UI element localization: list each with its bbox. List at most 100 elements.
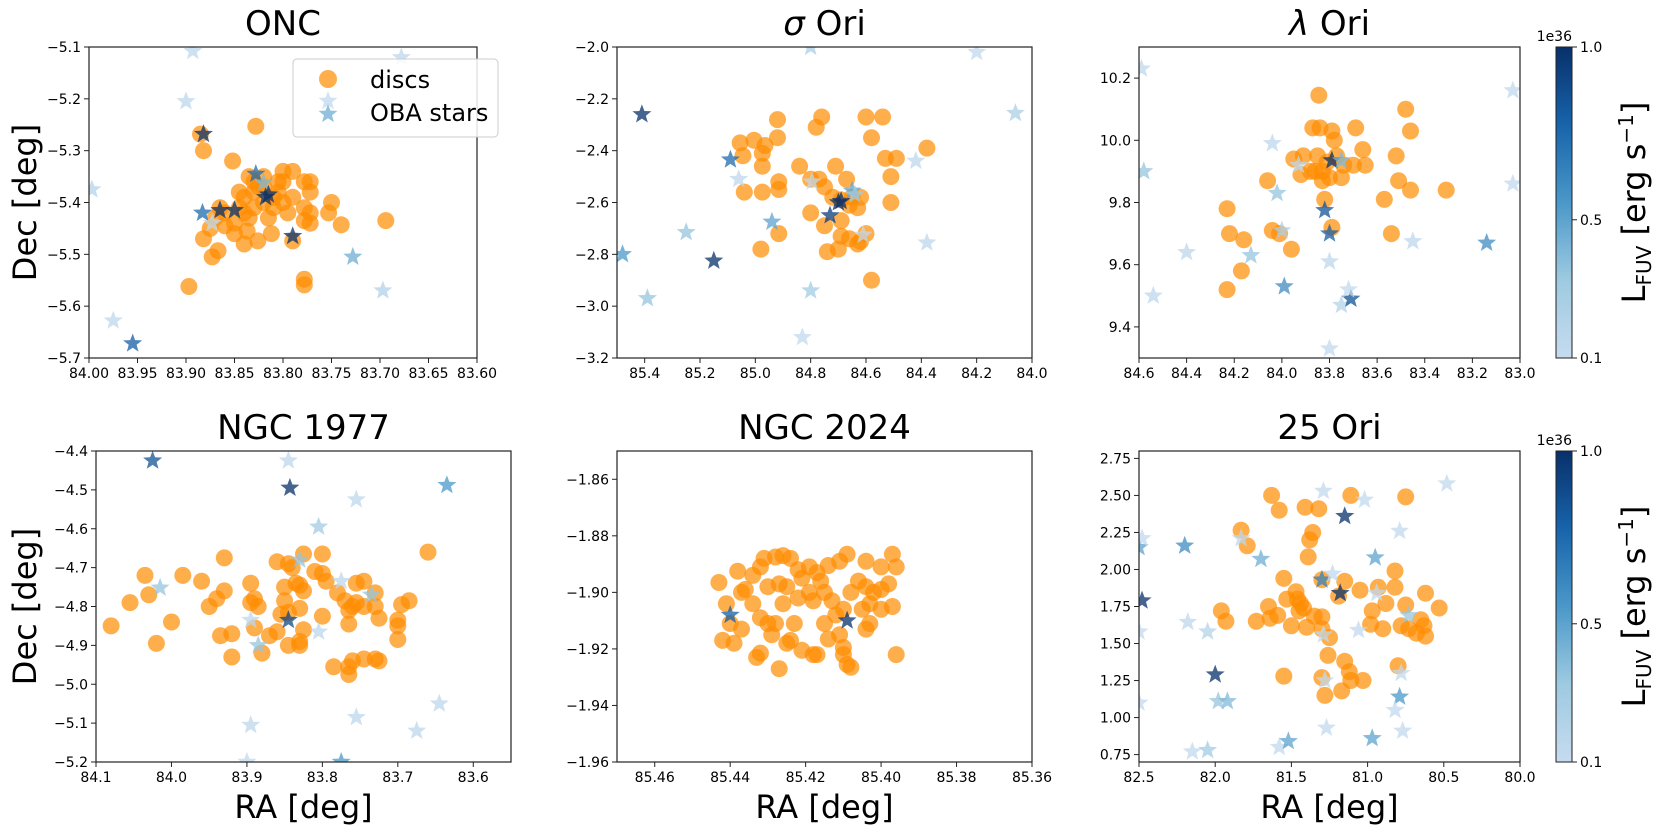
disc-point (1356, 156, 1374, 174)
oba-star-point (1139, 621, 1149, 640)
disc-point (313, 607, 331, 625)
oba-star-point (283, 226, 303, 245)
disc-point (1218, 281, 1236, 299)
disc-point (1325, 131, 1343, 149)
oba-star-point (1320, 251, 1339, 270)
disc-point (849, 199, 867, 217)
oba-star-point (1267, 183, 1287, 202)
panel-title: 25 Ori (1277, 408, 1381, 448)
disc-point (1282, 617, 1300, 635)
oba-star-point (1005, 103, 1025, 122)
colorbar-label-end: ] (1615, 506, 1653, 518)
disc-point (1417, 584, 1434, 602)
disc-point (865, 583, 882, 601)
x-tick-label: 83.80 (263, 366, 303, 382)
disc-point (1437, 181, 1455, 199)
x-tick-label: 85.2 (684, 366, 715, 382)
colorbar-offset-text: 1e36 (1537, 29, 1572, 45)
oba-star-point (1331, 295, 1351, 314)
y-tick-label: −4.8 (54, 600, 88, 616)
disc-point (733, 583, 750, 601)
x-tick-label: 80.0 (1504, 770, 1535, 786)
oba-star-point (837, 610, 857, 629)
y-tick-label: 2.00 (1100, 562, 1131, 578)
disc-point (782, 631, 799, 649)
legend-star-marker-light (318, 91, 338, 110)
disc-point (147, 634, 165, 652)
x-tick-label: 84.00 (69, 366, 109, 382)
disc-point (731, 134, 749, 152)
disc-point (1386, 562, 1404, 580)
disc-point (247, 117, 265, 135)
oba-star-point (1208, 691, 1228, 710)
y-tick-label: −5.6 (47, 299, 81, 315)
disc-point (1301, 531, 1319, 549)
data-points (102, 451, 457, 762)
colorbar-offset-text: 1e36 (1537, 433, 1572, 449)
x-tick-label: 84.0 (1016, 366, 1047, 382)
y-tick-label: 10.0 (1100, 133, 1131, 149)
disc-point (838, 545, 856, 563)
oba-star-point (1477, 232, 1497, 251)
oba-star-point (845, 184, 865, 203)
disc-point (1247, 612, 1265, 630)
oba-star-point (373, 280, 393, 299)
y-tick-label: −5.2 (54, 755, 88, 771)
disc-point (808, 646, 826, 664)
oba-star-point (1175, 535, 1195, 554)
y-tick-label: −2.0 (575, 40, 609, 56)
oba-star-point (429, 693, 449, 712)
oba-star-point (1198, 621, 1218, 640)
disc-point (1382, 225, 1400, 243)
oba-star-point (676, 222, 696, 241)
oba-star-point (1313, 624, 1333, 643)
disc-point (729, 562, 747, 580)
disc-point (261, 627, 278, 645)
disc-point (140, 586, 158, 604)
oba-star-point (1217, 691, 1237, 710)
y-tick-label: 9.6 (1109, 258, 1131, 274)
y-tick-label: −5.7 (47, 351, 81, 367)
disc-point (1333, 682, 1351, 700)
y-axis-label: Dec [deg] (6, 124, 44, 281)
plot-area (617, 47, 1032, 358)
x-tick-label: 81.5 (1276, 770, 1307, 786)
x-tick-label: 83.85 (214, 366, 254, 382)
disc-point (853, 600, 871, 618)
disc-point (291, 636, 309, 654)
oba-star-point (1205, 664, 1225, 683)
disc-point (1217, 612, 1235, 630)
y-tick-label: −4.6 (54, 522, 88, 538)
disc-point (238, 222, 256, 240)
oba-star-point (1312, 569, 1332, 588)
disc-point (735, 183, 753, 201)
disc-point (317, 572, 335, 590)
disc-point (857, 108, 875, 126)
oba-star-point (801, 280, 821, 299)
disc-point (295, 173, 313, 191)
panel-3: 84.1 84.0 83.9 83.8 83.7 83.6 −5.2 −5.1 −5.0 −4.9… (6, 408, 512, 826)
x-tick-label: 83.4 (1409, 366, 1440, 382)
oba-star-point (1365, 547, 1385, 566)
y-tick-label: 2.25 (1100, 525, 1131, 541)
y-tick-label: 9.4 (1109, 320, 1131, 336)
oba-star-point (437, 475, 457, 494)
disc-point (1386, 578, 1404, 596)
oba-star-point (278, 610, 298, 629)
oba-star-point (123, 333, 143, 352)
oba-star-point (637, 288, 657, 307)
x-tick-label: 83.9 (231, 770, 262, 786)
disc-point (215, 549, 233, 567)
y-tick-label: −2.2 (575, 92, 609, 108)
disc-point (180, 278, 198, 295)
colorbar-label-exponent: −1 (1614, 114, 1638, 143)
disc-point (829, 240, 847, 258)
colorbar-gradient (1555, 46, 1573, 359)
disc-point (1310, 500, 1328, 518)
colorbar-tick-label: 0.5 (1580, 213, 1602, 229)
y-tick-label: −5.1 (47, 40, 81, 56)
x-tick-label: 83.7 (382, 770, 413, 786)
panels: 84.00 83.95 83.90 83.85 83.80 83.75 83.70 83.65… (6, 4, 1536, 826)
panel-title: NGC 2024 (738, 408, 911, 448)
